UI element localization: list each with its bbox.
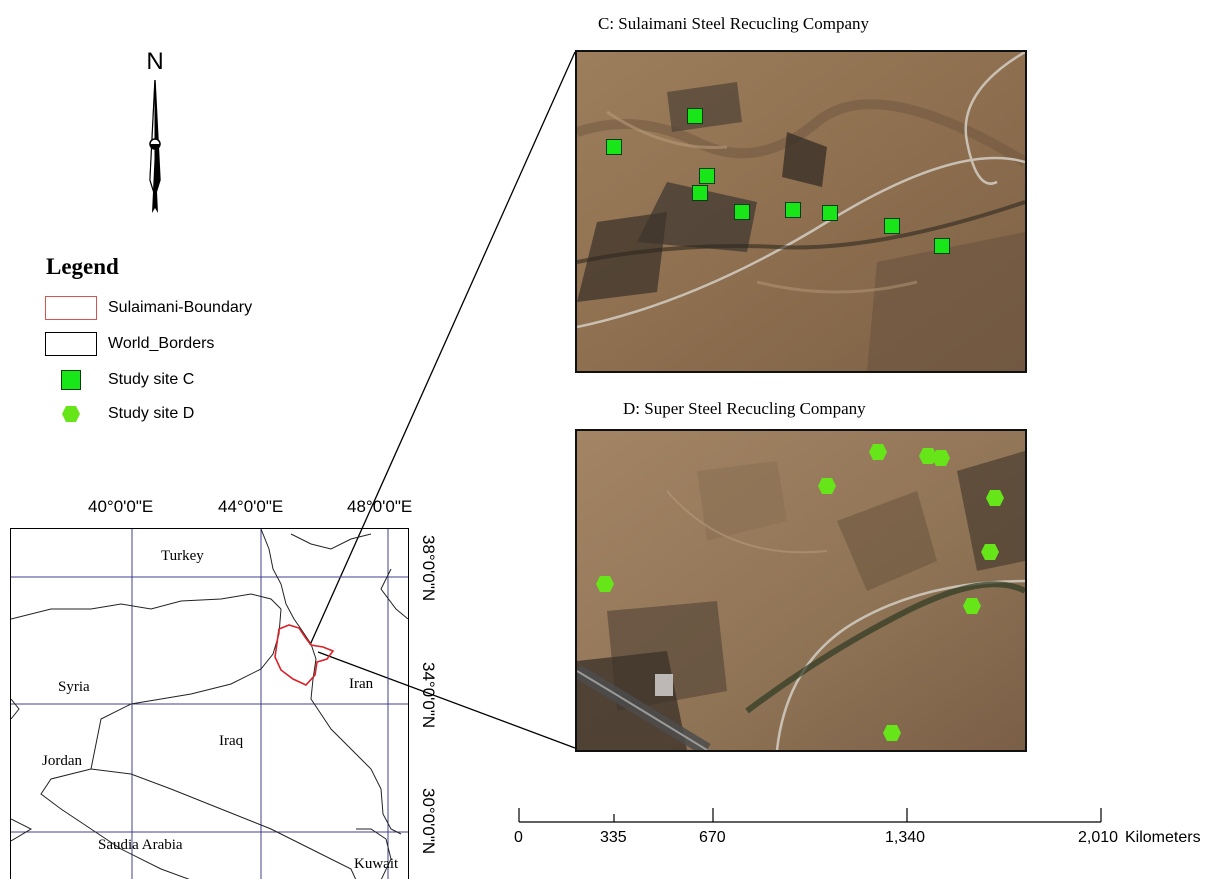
country-label-jordan: Jordan (42, 753, 82, 769)
study-site-c-marker (734, 204, 750, 220)
study-site-c-marker (699, 168, 715, 184)
longitude-label: 40°0'0"E (88, 497, 154, 516)
study-site-c-marker (785, 202, 801, 218)
legend-label: World_Borders (108, 335, 215, 352)
legend-label: Sulaimani-Boundary (108, 299, 253, 316)
longitude-label: 44°0'0"E (218, 497, 284, 516)
study-site-d-marker (818, 478, 836, 494)
legend-item-study-site-d: Study site D (44, 400, 194, 428)
study-site-d-marker (986, 490, 1004, 506)
panel-c-title: C: Sulaimani Steel Recucling Company (598, 14, 870, 33)
study-site-c-marker (692, 185, 708, 201)
inset-map: Turkey Syria Iran Iraq Jordan Saudia Ara… (10, 528, 409, 879)
panel-d-title: D: Super Steel Recucling Company (623, 399, 866, 418)
country-label-saudia-arabia: Saudia Arabia (98, 837, 183, 853)
longitude-label: 48°0'0"E (347, 497, 413, 516)
country-label-iraq: Iraq (219, 733, 244, 749)
scale-bar-line (518, 808, 1102, 823)
latitude-label: 30°0'0"N (419, 788, 438, 855)
latitude-label: 38°0'0"N (419, 535, 438, 602)
study-site-d-marker (883, 725, 901, 741)
legend-item-world-borders: World_Borders (44, 330, 214, 358)
study-site-d-marker (981, 544, 999, 560)
scale-tick-label: 335 (600, 829, 627, 846)
study-site-c-marker (606, 139, 622, 155)
satellite-image-d (575, 429, 1027, 752)
legend-item-sulaimani-boundary: Sulaimani-Boundary (44, 294, 252, 322)
legend-item-study-site-c: Study site C (44, 366, 194, 394)
study-site-c-marker (934, 238, 950, 254)
legend-label: Study site C (108, 371, 195, 388)
scale-tick-label: 1,340 (885, 829, 926, 846)
green-square-icon (61, 370, 81, 390)
study-site-d-marker (919, 448, 937, 464)
country-label-turkey: Turkey (161, 548, 204, 564)
north-arrow-icon (149, 79, 161, 213)
scale-bar: 0 335 670 1,340 2,010 Kilometers (505, 800, 1216, 879)
north-arrow-letter: N (146, 48, 164, 75)
study-site-c-marker (884, 218, 900, 234)
satellite-image-c (575, 50, 1027, 373)
satellite-terrain-c (577, 52, 1025, 371)
study-site-d-marker (869, 444, 887, 460)
scale-tick-label: 670 (699, 829, 726, 846)
legend-label: Study site D (108, 405, 195, 422)
scale-tick-label: 2,010 (1078, 829, 1119, 846)
country-label-syria: Syria (58, 679, 90, 695)
inset-map-lines (11, 529, 408, 879)
country-label-iran: Iran (349, 676, 374, 692)
study-site-d-marker (596, 576, 614, 592)
study-site-d-marker (932, 450, 950, 466)
legend-title: Legend (46, 254, 119, 279)
sulaimani-boundary (274, 624, 335, 686)
study-site-d-marker (963, 598, 981, 614)
study-site-c-marker (687, 108, 703, 124)
satellite-terrain-d (577, 431, 1025, 750)
red-outline-swatch-icon (45, 296, 97, 320)
country-label-kuwait: Kuwait (354, 856, 399, 872)
scale-tick-label: 0 (514, 829, 523, 846)
green-hexagon-icon (62, 406, 80, 422)
study-site-c-marker (822, 205, 838, 221)
latitude-label: 34°0'0"N (419, 662, 438, 729)
legend: Legend Sulaimani-Boundary World_Borders … (44, 250, 304, 430)
black-outline-swatch-icon (45, 332, 97, 356)
scale-unit-label: Kilometers (1125, 829, 1201, 846)
